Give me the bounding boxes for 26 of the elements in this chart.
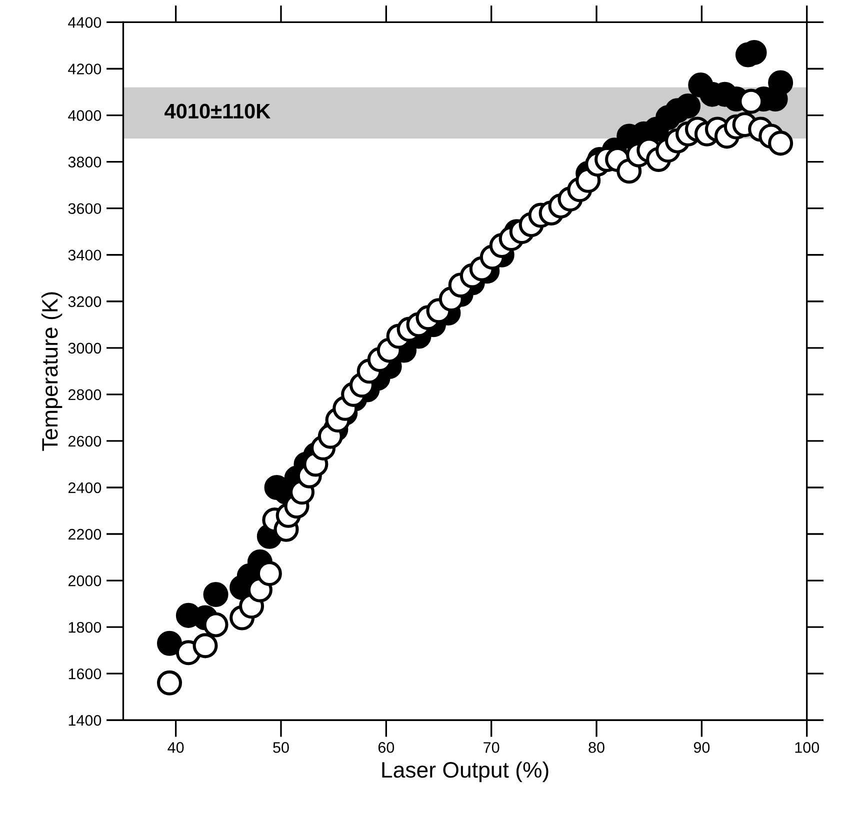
y-tick-label: 3600 [68, 203, 102, 214]
y-tick-label: 2000 [68, 575, 102, 586]
y-tick-label: 3800 [68, 156, 102, 168]
y-tick-label: 2200 [68, 528, 102, 540]
y-tick-label: 1400 [68, 714, 102, 726]
x-tick-label: 100 [795, 742, 820, 753]
y-tick-label: 4400 [68, 17, 102, 28]
y-tick-label: 4200 [68, 64, 102, 74]
y-tick-label: 2400 [68, 482, 102, 494]
x-tick-label: 70 [484, 742, 500, 753]
y-tick-label: 3000 [68, 342, 102, 354]
y-axis-title: Temperature (K) [41, 292, 62, 451]
band-label: 4010±110K [164, 104, 270, 119]
y-tick-label: 2600 [68, 436, 102, 447]
x-tick-label: 40 [168, 742, 184, 753]
x-tick-label: 50 [273, 742, 289, 753]
x-tick-label: 60 [378, 742, 394, 753]
y-tick-label: 1600 [68, 668, 102, 680]
y-tick-label: 3200 [68, 296, 102, 308]
y-tick-label: 3400 [68, 250, 102, 261]
y-tick-label: 4000 [68, 110, 102, 121]
x-tick-label: 90 [694, 742, 710, 753]
x-axis-title: Laser Output (%) [382, 761, 548, 782]
x-tick-label: 80 [588, 742, 604, 753]
y-tick-label: 1800 [68, 622, 102, 633]
y-tick-label: 2800 [68, 389, 102, 400]
